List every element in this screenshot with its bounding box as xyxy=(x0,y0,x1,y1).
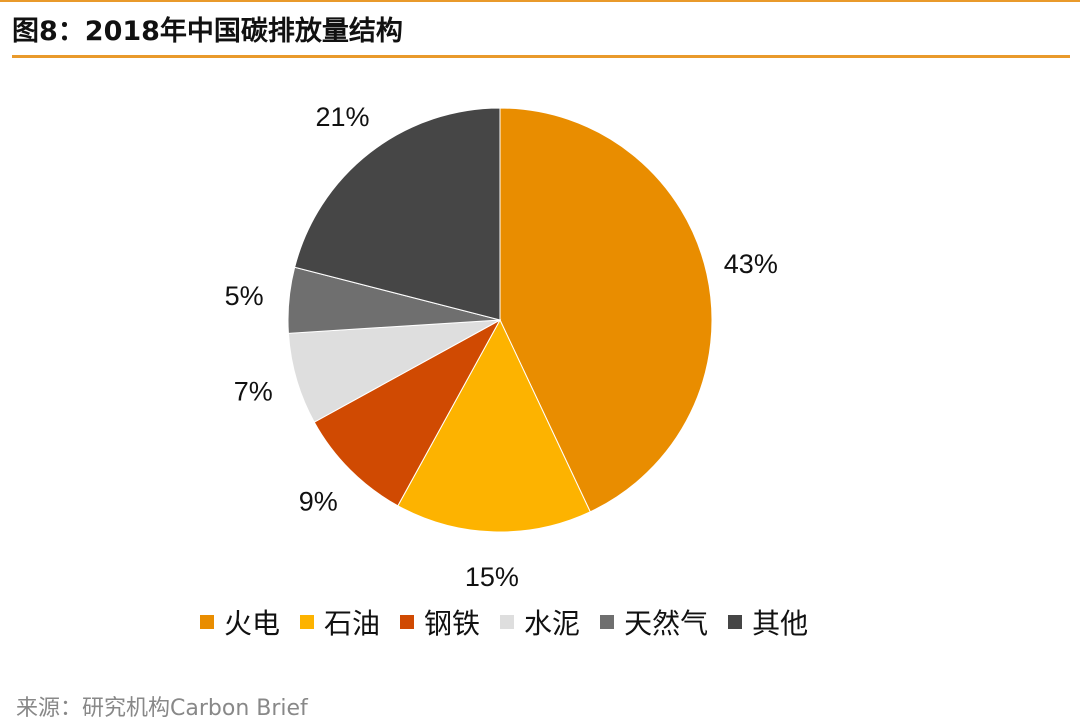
legend-label-3: 水泥 xyxy=(524,607,581,640)
source-note: 来源：研究机构Carbon Brief xyxy=(16,696,308,721)
legend-item-2: 钢铁 xyxy=(400,602,480,642)
pie-slice-2 xyxy=(313,318,502,507)
legend-label-0: 火电 xyxy=(224,607,281,640)
legend-item-4: 天然气 xyxy=(600,602,708,642)
top-accent-line xyxy=(0,0,1080,2)
legend-item-5: 其他 xyxy=(728,602,808,642)
legend-swatch-4 xyxy=(600,615,615,629)
data-label-3: 7% xyxy=(234,377,273,407)
data-label-2: 9% xyxy=(299,487,338,517)
chart-title: 图8：2018年中国碳排放量结构 xyxy=(12,16,403,47)
data-label-0: 43% xyxy=(724,249,778,279)
chart-legend: 火电 石油 钢铁 水泥 天然气 其他 xyxy=(200,602,900,642)
legend-label-1: 石油 xyxy=(324,607,381,640)
legend-item-0: 火电 xyxy=(200,602,280,642)
pie-slice-5 xyxy=(294,107,501,321)
title-underline xyxy=(12,55,1070,58)
legend-swatch-5 xyxy=(728,615,743,629)
data-label-5: 21% xyxy=(315,102,369,132)
pie-slice-0 xyxy=(499,107,713,513)
pie-slice-1 xyxy=(397,318,591,533)
legend-label-2: 钢铁 xyxy=(424,607,481,640)
data-label-1: 15% xyxy=(465,562,519,592)
data-label-4: 5% xyxy=(225,281,264,311)
legend-swatch-1 xyxy=(300,615,315,629)
legend-label-5: 其他 xyxy=(752,607,809,640)
legend-swatch-2 xyxy=(400,615,415,629)
legend-swatch-3 xyxy=(500,615,515,629)
legend-item-1: 石油 xyxy=(300,602,380,642)
legend-item-3: 水泥 xyxy=(500,602,580,642)
legend-swatch-0 xyxy=(200,615,214,629)
legend-label-4: 天然气 xyxy=(624,607,709,640)
